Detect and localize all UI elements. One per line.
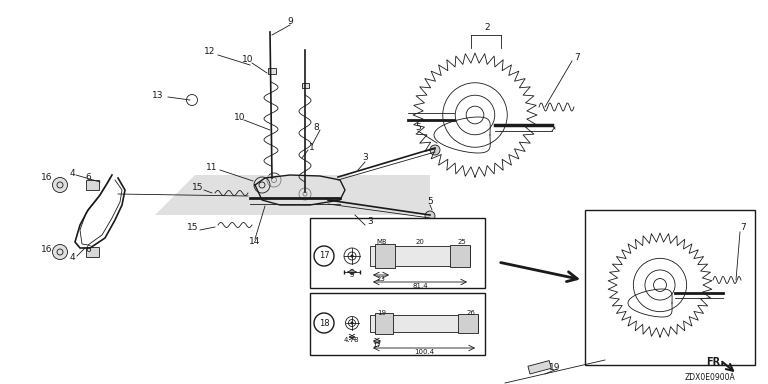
Text: ZDX0E0900A: ZDX0E0900A xyxy=(684,374,736,382)
Bar xyxy=(310,293,485,355)
Bar xyxy=(450,245,470,267)
Text: 20: 20 xyxy=(415,239,425,245)
Bar xyxy=(458,314,478,333)
Text: 5: 5 xyxy=(427,197,433,207)
Bar xyxy=(375,244,395,268)
Bar xyxy=(310,218,485,288)
Text: 13: 13 xyxy=(152,91,164,99)
Text: 18: 18 xyxy=(319,318,329,328)
Text: 9: 9 xyxy=(287,18,293,26)
Text: 15: 15 xyxy=(192,184,204,192)
Text: 15: 15 xyxy=(187,223,199,232)
Text: 3: 3 xyxy=(367,217,373,227)
Text: 6: 6 xyxy=(85,174,91,182)
Text: 2: 2 xyxy=(484,23,490,31)
Text: 81.4: 81.4 xyxy=(412,283,428,289)
Text: 7: 7 xyxy=(574,53,580,63)
Bar xyxy=(268,68,276,74)
Text: 19: 19 xyxy=(549,362,561,371)
Text: 10: 10 xyxy=(242,56,253,65)
Circle shape xyxy=(430,145,440,155)
Text: 1: 1 xyxy=(310,144,315,152)
Text: 25: 25 xyxy=(458,239,466,245)
Text: 19: 19 xyxy=(378,310,386,316)
Text: 10: 10 xyxy=(234,114,246,122)
Bar xyxy=(585,210,755,365)
Circle shape xyxy=(425,211,435,221)
Text: 8: 8 xyxy=(313,124,319,132)
Text: 6: 6 xyxy=(85,245,91,255)
Text: 12: 12 xyxy=(204,48,216,56)
Text: 3: 3 xyxy=(362,154,368,162)
Text: 7: 7 xyxy=(740,223,746,232)
Text: 23: 23 xyxy=(376,276,386,282)
Text: 11: 11 xyxy=(207,164,218,172)
Polygon shape xyxy=(155,175,430,215)
Bar xyxy=(375,313,393,334)
Bar xyxy=(86,247,99,257)
Circle shape xyxy=(52,177,68,192)
Text: 17: 17 xyxy=(372,342,382,348)
Text: 4: 4 xyxy=(69,169,74,177)
Bar xyxy=(370,246,470,266)
Text: FR.: FR. xyxy=(706,357,724,367)
Text: 16: 16 xyxy=(41,174,53,182)
Text: M8: M8 xyxy=(377,239,387,245)
Text: 100.4: 100.4 xyxy=(414,349,434,355)
Circle shape xyxy=(350,321,353,324)
Text: 16: 16 xyxy=(41,245,53,255)
Text: 17: 17 xyxy=(319,252,329,260)
Circle shape xyxy=(350,255,353,258)
Bar xyxy=(86,180,99,190)
Text: 4.78: 4.78 xyxy=(344,337,360,343)
Text: 5: 5 xyxy=(415,124,421,132)
Circle shape xyxy=(52,245,68,260)
Text: 26: 26 xyxy=(467,310,475,316)
Text: 5: 5 xyxy=(349,272,354,278)
Text: 4: 4 xyxy=(69,253,74,263)
Bar xyxy=(528,361,551,374)
Bar xyxy=(302,83,309,88)
Bar xyxy=(370,315,478,332)
Text: 14: 14 xyxy=(250,237,260,247)
